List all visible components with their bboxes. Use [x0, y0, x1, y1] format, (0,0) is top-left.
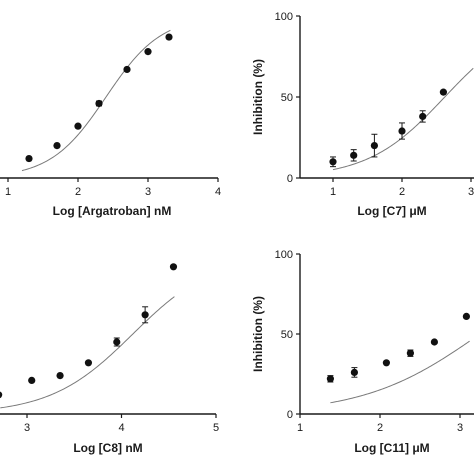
data-point: [141, 311, 149, 319]
y-tick-label: 0: [287, 409, 293, 421]
y-tick-label: 50: [281, 92, 293, 104]
x-tick-label: 3: [24, 422, 30, 434]
x-axis-title: Log [C7] μM: [357, 204, 426, 218]
data-point: [462, 312, 470, 320]
fit-curve: [21, 29, 171, 172]
data-point: [74, 122, 82, 130]
data-point: [53, 142, 61, 150]
data-point: [326, 375, 334, 383]
data-point: [419, 112, 427, 121]
data-point: [28, 376, 36, 384]
y-axis-title: Inhibition (%): [251, 296, 265, 372]
data-point: [406, 349, 414, 357]
fit-curve: [332, 67, 474, 171]
data-point: [165, 33, 173, 41]
chart-panel-2: 0 50 100 1 2 3 Log [C7] μM Inhibition (%): [251, 11, 474, 218]
data-point: [329, 158, 337, 166]
data-point: [169, 263, 178, 271]
y-tick-label: 0: [287, 173, 293, 185]
fit-curve: [330, 340, 470, 404]
data-point: [84, 359, 93, 367]
chart-panel-4: 0 50 100 1 2 3 Log [C11] μM Inhibition (%): [251, 249, 474, 455]
x-tick-label: 3: [145, 186, 151, 198]
x-tick-label: 2: [75, 186, 81, 198]
data-point: [0, 391, 3, 399]
x-tick-label: 5: [213, 422, 219, 434]
x-tick-label: 1: [5, 186, 11, 198]
x-tick-label: 4: [215, 186, 221, 198]
data-point: [398, 127, 406, 135]
data-point: [350, 151, 358, 159]
x-tick-label: 1: [330, 186, 336, 198]
chart-panel-1: 1 2 3 4 Log [Argatroban] nM: [0, 29, 221, 218]
y-tick-label: 50: [281, 329, 293, 341]
data-point: [370, 142, 378, 150]
x-axis-title: Log [C11] μM: [354, 441, 429, 455]
x-tick-label: 2: [399, 186, 405, 198]
data-point: [113, 338, 121, 346]
data-point: [430, 338, 438, 346]
chart-panel-3: 3 4 5 Log [C8] nM: [0, 263, 219, 455]
data-point: [56, 372, 64, 380]
x-axis-title: Log [C8] nM: [73, 441, 142, 455]
x-axis-title: Log [Argatroban] nM: [53, 204, 172, 218]
data-point: [95, 99, 103, 108]
y-tick-label: 100: [275, 11, 293, 23]
data-point: [439, 88, 447, 96]
x-tick-label: 2: [377, 422, 383, 434]
data-point: [25, 154, 33, 163]
x-tick-label: 4: [118, 422, 124, 434]
x-tick-label: 3: [457, 422, 463, 434]
data-point: [382, 359, 390, 367]
data-point: [123, 65, 131, 74]
data-point: [350, 368, 358, 376]
x-tick-label: 3: [468, 186, 474, 198]
x-tick-label: 1: [297, 422, 303, 434]
y-axis-title: Inhibition (%): [251, 59, 265, 135]
data-point: [144, 48, 152, 56]
y-tick-label: 100: [275, 249, 293, 261]
